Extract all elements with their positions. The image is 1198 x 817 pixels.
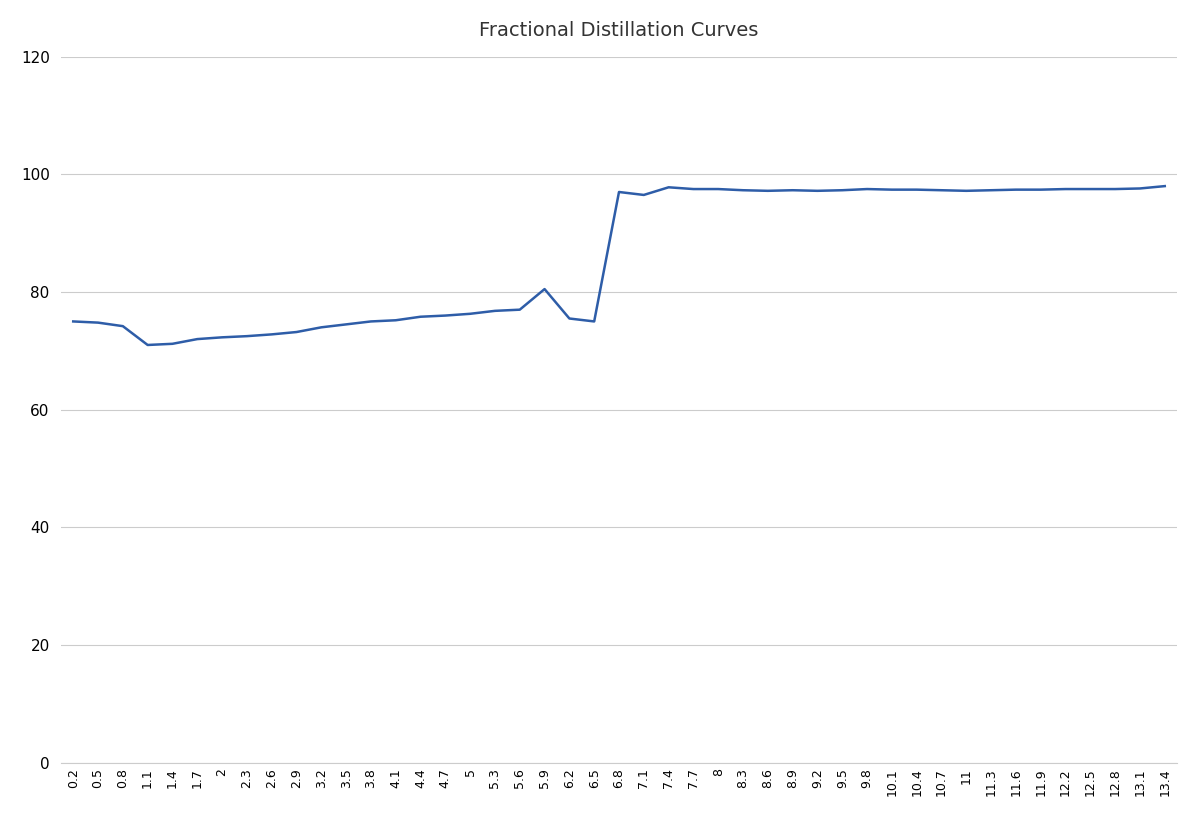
Title: Fractional Distillation Curves: Fractional Distillation Curves (479, 20, 758, 40)
